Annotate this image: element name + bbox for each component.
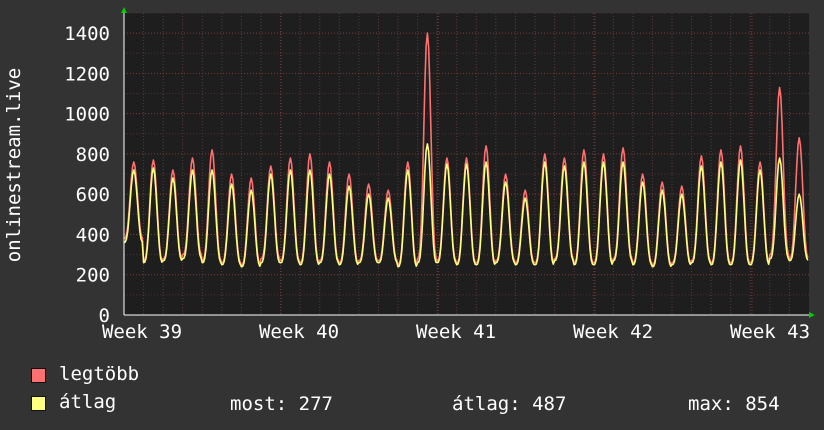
legend-label-avg: átlag (59, 391, 117, 413)
y-tick-label: 800 (76, 144, 110, 166)
stat-current: most: 277 (230, 393, 333, 415)
x-tick-label: Week 43 (730, 321, 810, 343)
x-tick-label: Week 42 (573, 321, 653, 343)
x-tick-label: Week 41 (416, 321, 496, 343)
legend-label-max: legtöbb (59, 363, 140, 385)
y-axis-label: onlinestream.live (3, 68, 25, 262)
y-tick-label: 1200 (64, 63, 110, 85)
y-tick-label: 200 (76, 265, 110, 287)
x-tick-label: Week 40 (259, 321, 339, 343)
x-axis-ticks: Week 39 Week 40 Week 41 Week 42 Week 43 (102, 321, 810, 343)
y-axis-arrow-icon (121, 7, 127, 13)
y-tick-label: 0 (99, 305, 110, 327)
x-tick-label: Week 39 (102, 321, 182, 343)
y-tick-label: 1400 (64, 23, 110, 45)
legend-swatch-avg (31, 396, 46, 411)
series-group (123, 32, 809, 268)
stat-average: átlag: 487 (452, 393, 567, 415)
stat-max: max: 854 (688, 393, 780, 415)
legend-swatch-max (31, 368, 46, 383)
y-tick-label: 400 (76, 224, 110, 246)
x-axis-arrow-icon (809, 312, 815, 318)
axes (121, 7, 815, 318)
y-axis-ticks: 0 200 400 600 800 1000 1200 1400 (64, 23, 110, 327)
grid (123, 12, 809, 315)
series-line-1 (123, 143, 809, 268)
y-tick-label: 600 (76, 184, 110, 206)
y-tick-label: 1000 (64, 104, 110, 126)
